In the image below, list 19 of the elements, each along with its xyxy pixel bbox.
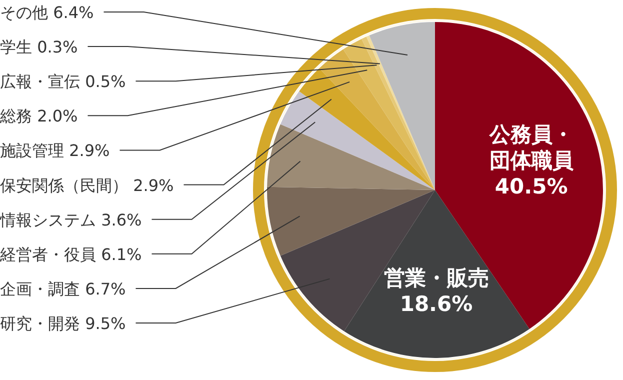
pie-slice	[267, 124, 435, 190]
slice-label: 経営者・役員 6.1%	[0, 244, 142, 264]
slice-label: 公務員・団体職員	[488, 122, 574, 172]
pie-slice	[343, 38, 435, 190]
slice-label: 総務 2.0%	[0, 106, 78, 126]
slice-label: 学生 0.3%	[0, 38, 78, 57]
slice-label: その他 6.4%	[0, 3, 94, 22]
slice-label: 営業・販売	[384, 266, 489, 290]
slice-label: 企画・調査 6.7%	[0, 279, 126, 298]
data-label: 40.5%	[494, 174, 568, 198]
slice-label: 保安関係（民間） 2.9%	[0, 176, 174, 195]
data-label: 18.6%	[400, 292, 473, 316]
slice-label: 施設管理 2.9%	[0, 141, 110, 160]
slice-label: 広報・宣伝 0.5%	[0, 72, 126, 92]
pie-slice	[267, 186, 435, 256]
pie-slice	[299, 68, 435, 190]
pie-slice	[319, 49, 435, 190]
pie-slice	[280, 91, 435, 190]
slice-label: 研究・開発 9.5%	[0, 314, 126, 333]
